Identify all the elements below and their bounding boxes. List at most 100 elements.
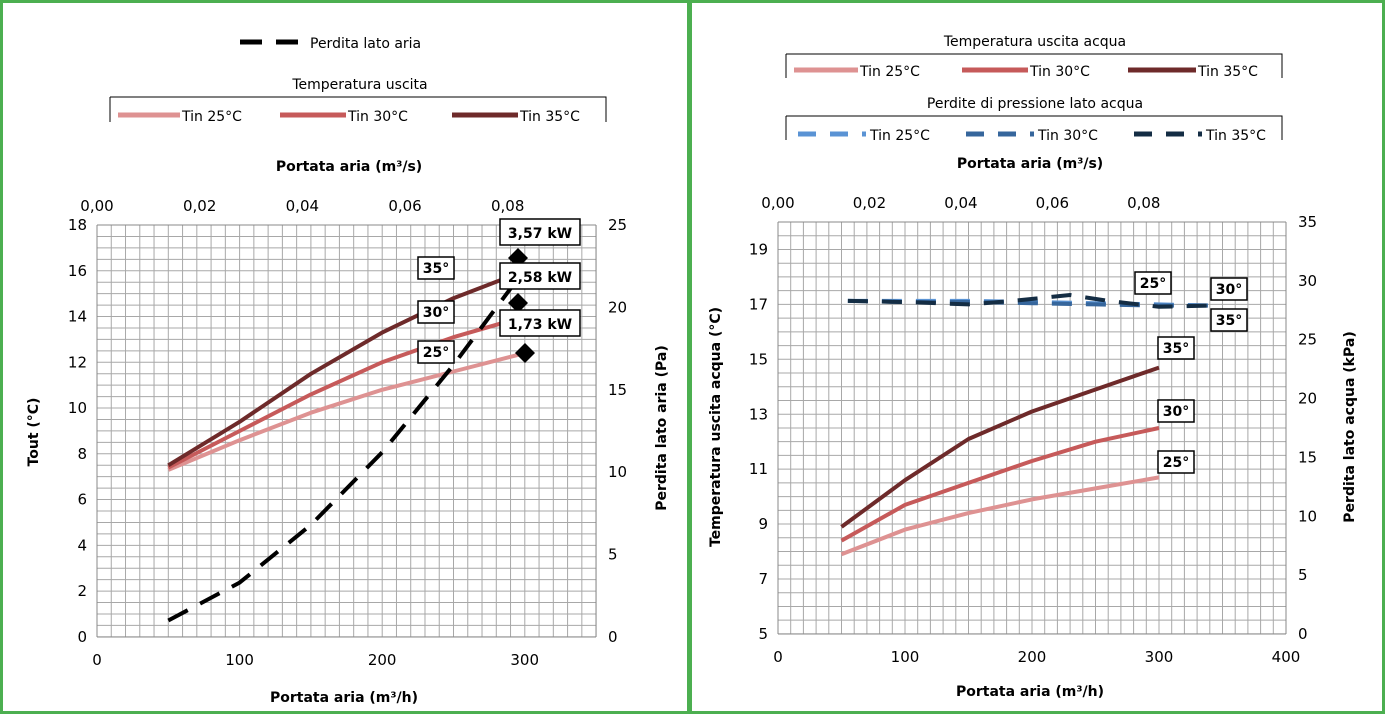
right-x-title: Portata aria (m³/h) [956, 684, 1104, 700]
x2-tick-label: 0,00 [80, 197, 113, 215]
series-line [840, 426, 1160, 543]
curve-label-text: 30° [1163, 404, 1189, 420]
x2-tick-label: 0,08 [1127, 194, 1160, 212]
curve-label-box [1157, 450, 1195, 474]
legend-press-title: Perdite di pressione lato acqua [927, 96, 1143, 112]
curve-label-text: 35° [1216, 313, 1242, 329]
curve-label-box [1157, 399, 1195, 423]
y2-tick-label: 15 [1298, 448, 1317, 466]
curve-label-text: 30° [423, 305, 449, 321]
right-series [840, 293, 1217, 557]
y-tick-label: 15 [749, 350, 768, 368]
y2-tick-label: 0 [1298, 625, 1308, 643]
y2-tick-label: 35 [1298, 213, 1317, 231]
y2-tick-label: 10 [608, 463, 627, 481]
y2-tick-label: 15 [608, 381, 627, 399]
x-tick-label: 100 [225, 651, 254, 669]
curve-label-text: 25° [1140, 276, 1166, 292]
y-tick-label: 5 [758, 625, 768, 643]
y2-tick-label: 0 [608, 628, 618, 646]
left-y-title: Tout (°C) [26, 398, 42, 467]
y-tick-label: 7 [758, 570, 768, 588]
series-line [167, 351, 526, 472]
x-tick-label: 300 [510, 651, 539, 669]
power-box-258 [499, 262, 581, 290]
y2-tick-label: 25 [608, 216, 627, 234]
legend-temp-title: Temperatura uscita [291, 77, 427, 93]
curve-label-text: 25° [423, 345, 449, 361]
y2-tick-label: 20 [608, 298, 627, 316]
legend-water-temp-label-35: Tin 35°C [1197, 64, 1258, 80]
curve-label-box [1210, 277, 1248, 301]
left-x-title: Portata aria (m³/h) [270, 690, 418, 706]
y-tick-label: 12 [68, 353, 87, 371]
curve-label-text: 35° [423, 261, 449, 277]
curve-label-text: 35° [1163, 341, 1189, 357]
series-line [167, 268, 527, 623]
curve-label-box [417, 340, 455, 364]
x2-tick-label: 0,02 [183, 197, 216, 215]
x2-tick-label: 0,04 [286, 197, 319, 215]
y-tick-label: 14 [68, 308, 87, 326]
x-tick-label: 200 [1018, 648, 1047, 666]
right-panel-frame [689, 0, 1385, 714]
curve-label-text: 25° [1163, 455, 1189, 471]
y2-tick-label: 5 [1298, 566, 1308, 584]
x2-tick-label: 0,02 [853, 194, 886, 212]
right-x2-title: Portata aria (m³/s) [957, 156, 1103, 172]
x-tick-label: 0 [92, 651, 102, 669]
legend-press-label-25: Tin 25°C [869, 128, 930, 144]
legend-temp-bracket [109, 96, 607, 122]
x2-tick-label: 0,06 [388, 197, 421, 215]
y2-tick-label: 10 [1298, 507, 1317, 525]
legend-temp-label-25: Tin 25°C [181, 109, 242, 125]
y-tick-label: 0 [77, 628, 87, 646]
y-tick-label: 4 [77, 536, 87, 554]
y-tick-label: 2 [77, 582, 87, 600]
curve-label-box [1134, 271, 1172, 295]
series-line [840, 365, 1160, 529]
x-tick-label: 300 [1145, 648, 1174, 666]
y-tick-label: 13 [749, 405, 768, 423]
y-tick-label: 6 [77, 491, 87, 509]
y-tick-label: 9 [758, 515, 768, 533]
power-label-258: 2,58 kW [499, 262, 581, 313]
series-line [167, 268, 526, 468]
power-box-173 [499, 309, 581, 337]
legend-water-temp-bracket [785, 53, 1283, 78]
legend-press-bracket [785, 115, 1283, 140]
right-y-title: Temperatura uscita acqua (°C) [708, 307, 724, 547]
power-box-357 [499, 218, 581, 246]
y-tick-label: 19 [749, 240, 768, 258]
legend-water-temp-label-25: Tin 25°C [859, 64, 920, 80]
legend-temp-label-35: Tin 35°C [519, 109, 580, 125]
legend-water-temp-label-30: Tin 30°C [1029, 64, 1090, 80]
y-tick-label: 10 [68, 399, 87, 417]
curve-label-box [1157, 336, 1195, 360]
power-text-258: 2,58 kW [508, 270, 572, 286]
legend-temp-label-30: Tin 30°C [347, 109, 408, 125]
left-series [167, 268, 527, 623]
legend-press-label-35: Tin 35°C [1205, 128, 1266, 144]
x-tick-label: 200 [368, 651, 397, 669]
x2-tick-label: 0,00 [761, 194, 794, 212]
curve-label-text: 30° [1216, 282, 1242, 298]
y-tick-label: 8 [77, 445, 87, 463]
y2-tick-label: 20 [1298, 390, 1317, 408]
x-tick-label: 400 [1272, 648, 1301, 666]
power-label-173: 1,73 kW [499, 309, 581, 363]
series-line [167, 314, 526, 470]
y-tick-label: 17 [749, 295, 768, 313]
y-tick-label: 18 [68, 216, 87, 234]
y2-tick-label: 30 [1298, 272, 1317, 290]
left-y2-title: Perdita lato aria (Pa) [654, 345, 670, 511]
power-text-357: 3,57 kW [508, 226, 572, 242]
x2-tick-label: 0,08 [491, 197, 524, 215]
left-curve-labels: 35° 30° 25° [417, 256, 455, 364]
legend-water-temp-title: Temperatura uscita acqua [943, 34, 1126, 50]
power-text-173: 1,73 kW [508, 317, 572, 333]
